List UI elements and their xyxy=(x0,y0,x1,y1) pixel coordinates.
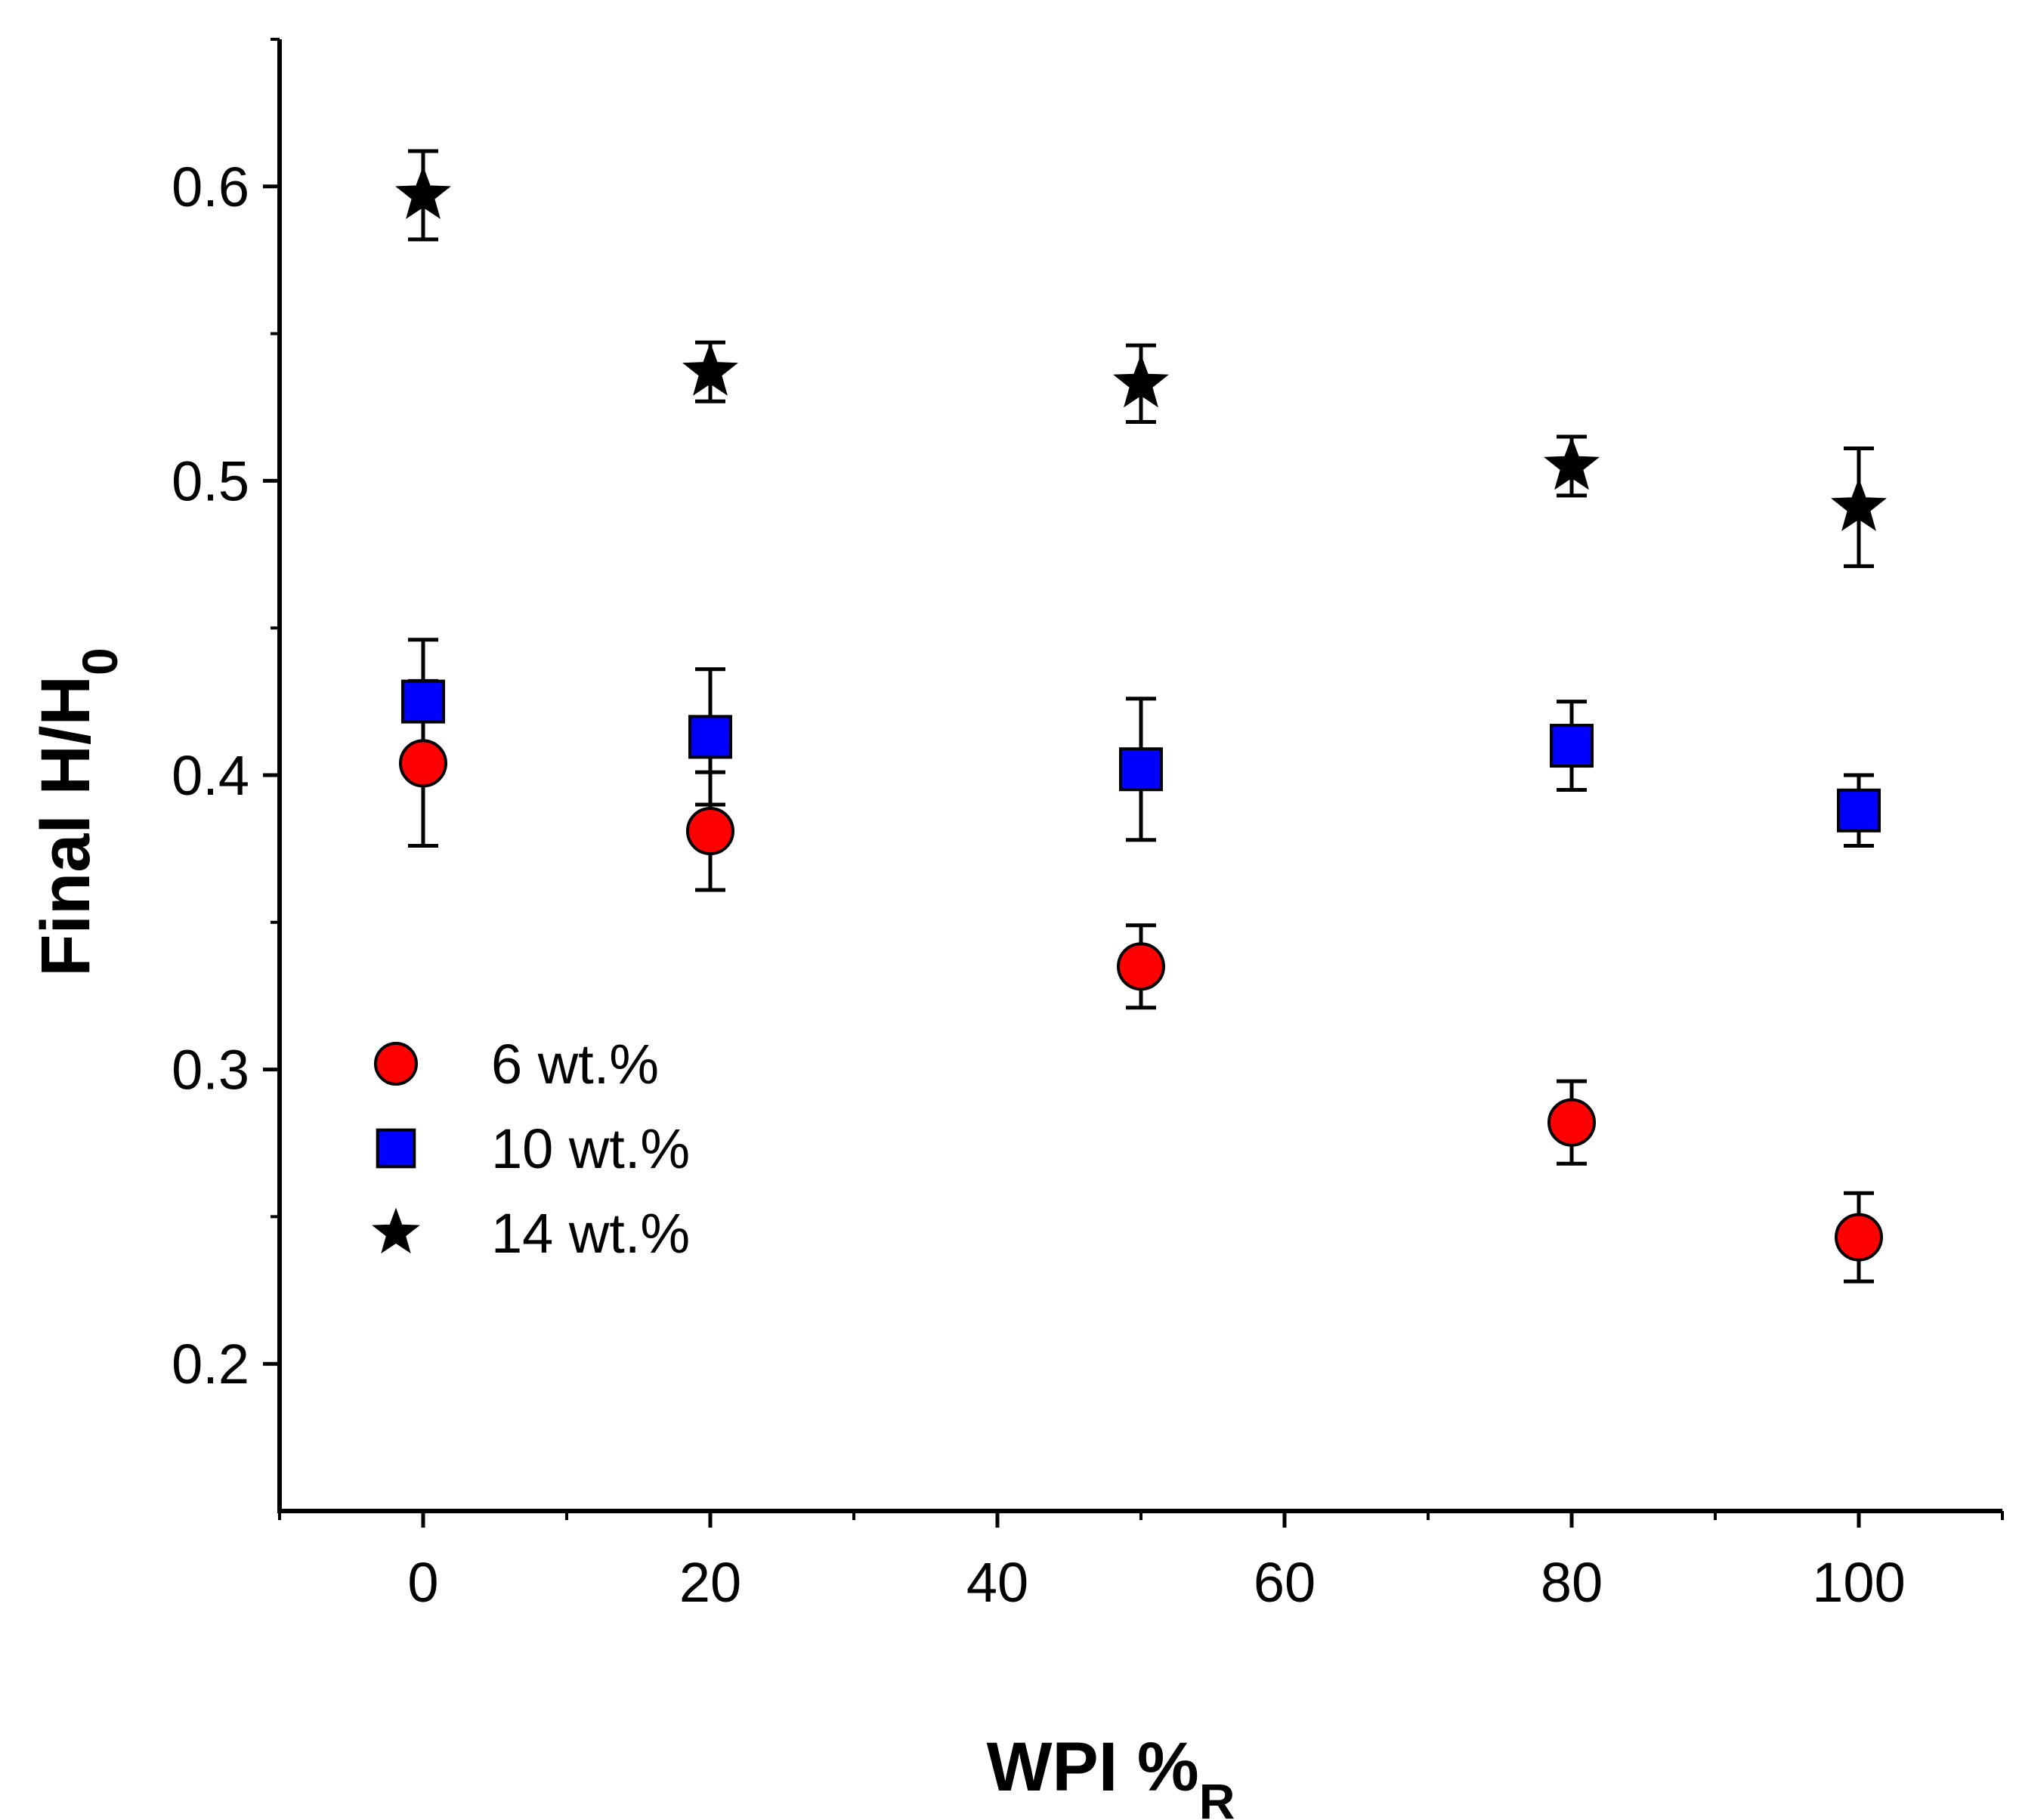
data-point-square xyxy=(1550,724,1594,768)
data-point-square xyxy=(1837,788,1881,833)
data-point-star xyxy=(1831,477,1887,531)
y-tick-label: 0.4 xyxy=(172,744,249,807)
data-markers xyxy=(395,165,1887,1262)
x-tick-label: 60 xyxy=(1254,1551,1316,1614)
x-tick-label: 80 xyxy=(1541,1551,1603,1614)
data-point-star xyxy=(1544,437,1600,490)
data-point-star xyxy=(395,165,451,219)
legend-marker-circle xyxy=(374,1042,418,1086)
y-tick-label: 0.6 xyxy=(172,156,249,218)
data-point-circle xyxy=(399,739,447,788)
legend-marker-star xyxy=(372,1207,420,1254)
data-point-star xyxy=(682,342,738,396)
data-point-circle xyxy=(686,807,734,856)
legend-label: 10 wt.% xyxy=(491,1117,690,1180)
data-point-square xyxy=(1119,747,1163,792)
legend-label: 6 wt.% xyxy=(491,1033,659,1095)
error-bars xyxy=(408,149,1874,1284)
x-tick-label: 100 xyxy=(1812,1551,1905,1614)
data-point-star xyxy=(1113,354,1169,408)
data-point-square xyxy=(688,715,732,759)
y-axis-title: Final H/H0 xyxy=(27,647,128,976)
legend-marker-square xyxy=(376,1128,416,1169)
y-tick-label: 0.5 xyxy=(172,450,249,512)
y-axis-ticks: 0.2 0.3 0.4 0.5 0.6 xyxy=(172,38,280,1395)
data-point-square xyxy=(401,679,445,724)
data-point-circle xyxy=(1835,1213,1883,1262)
data-point-circle xyxy=(1547,1098,1596,1147)
x-tick-label: 0 xyxy=(407,1551,438,1614)
y-tick-label: 0.3 xyxy=(172,1039,249,1102)
x-tick-label: 40 xyxy=(966,1551,1028,1614)
x-tick-label: 20 xyxy=(679,1551,741,1614)
legend: 6 wt.% 10 wt.% 14 wt.% xyxy=(372,1033,690,1265)
plot-area: 0.2 0.3 0.4 0.5 0.6 0 20 40 60 80 100 xyxy=(172,38,2004,1614)
legend-label: 14 wt.% xyxy=(491,1202,690,1265)
x-axis-ticks: 0 20 40 60 80 100 xyxy=(278,1511,2004,1614)
data-point-circle xyxy=(1117,942,1165,991)
y-tick-label: 0.2 xyxy=(172,1333,249,1395)
x-axis-title: WPI %R xyxy=(987,1729,1235,1820)
